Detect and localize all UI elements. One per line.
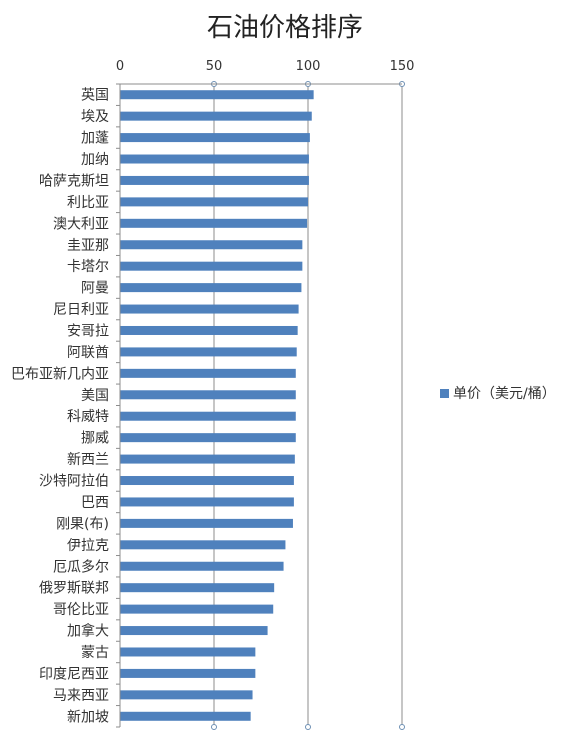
category-label: 圭亚那 [67,238,109,254]
category-label: 科威特 [67,409,109,425]
bar [120,668,256,678]
bar [120,583,275,593]
bar [120,711,251,721]
category-label: 利比亚 [67,195,109,211]
category-label: 新加坡 [67,709,109,725]
bar [120,90,314,100]
bar [120,454,295,464]
bar [120,240,303,250]
bar [120,368,296,378]
bar [120,347,297,357]
x-tick-label: 50 [206,59,223,74]
bar [120,154,309,164]
gridlines [213,84,403,727]
bar [120,626,268,636]
bar [120,433,296,443]
bar [120,561,284,571]
tick-marker [211,724,217,730]
category-label: 刚果(布) [56,516,109,532]
bar [120,476,294,486]
chart-title: 石油价格排序 [207,13,363,43]
category-label: 伊拉克 [67,538,109,554]
tick-marker [399,724,405,730]
category-label: 埃及 [81,109,109,125]
bar [120,390,296,400]
category-label: 沙特阿拉伯 [39,474,109,490]
bar [120,647,256,657]
category-label: 尼日利亚 [53,302,109,318]
category-labels: 英国埃及加蓬加纳哈萨克斯坦利比亚澳大利亚圭亚那卡塔尔阿曼尼日利亚安哥拉阿联酋巴布… [11,87,109,726]
category-label: 新西兰 [67,452,109,468]
category-label: 澳大利亚 [53,216,109,232]
bar [120,175,309,185]
category-label: 阿曼 [81,281,109,297]
category-label: 巴布亚新几内亚 [11,366,109,382]
category-label: 印度尼西亚 [39,666,109,682]
legend: 单价（美元/桶） [440,386,556,402]
category-label: 安哥拉 [67,323,109,339]
bars [120,90,314,721]
bar [120,604,274,614]
category-label: 挪威 [81,431,109,447]
bar [120,690,253,700]
legend-label: 单价（美元/桶） [453,386,556,402]
bar [120,197,308,207]
category-label: 英国 [81,87,109,104]
category-label: 巴西 [81,495,109,511]
category-label: 加纳 [81,152,109,168]
bar [120,111,312,121]
bar [120,518,293,528]
bar [120,218,308,228]
bar [120,540,286,550]
bar [120,497,294,507]
category-label: 卡塔尔 [67,259,109,275]
tick-marker [305,724,311,730]
bar [120,261,303,271]
bar [120,411,296,421]
axes [116,81,405,730]
category-label: 俄罗斯联邦 [39,581,109,597]
category-label: 马来西亚 [53,688,109,704]
bar [120,133,310,143]
category-label: 厄瓜多尔 [53,558,109,575]
category-label: 蒙古 [81,645,109,661]
category-label: 阿联酋 [67,344,109,361]
category-label: 加蓬 [81,131,109,147]
category-label: 哥伦比亚 [53,602,109,618]
x-tick-label: 150 [390,59,415,74]
category-label: 美国 [81,388,109,404]
x-tick-labels: 0 50 100 150 [116,59,415,74]
x-tick-label: 0 [116,59,124,74]
bar [120,283,302,293]
bar [120,304,299,314]
category-label: 哈萨克斯坦 [39,173,109,189]
legend-swatch [440,389,449,398]
x-tick-label: 100 [296,59,321,74]
category-label: 加拿大 [67,623,109,640]
bar [120,325,298,335]
